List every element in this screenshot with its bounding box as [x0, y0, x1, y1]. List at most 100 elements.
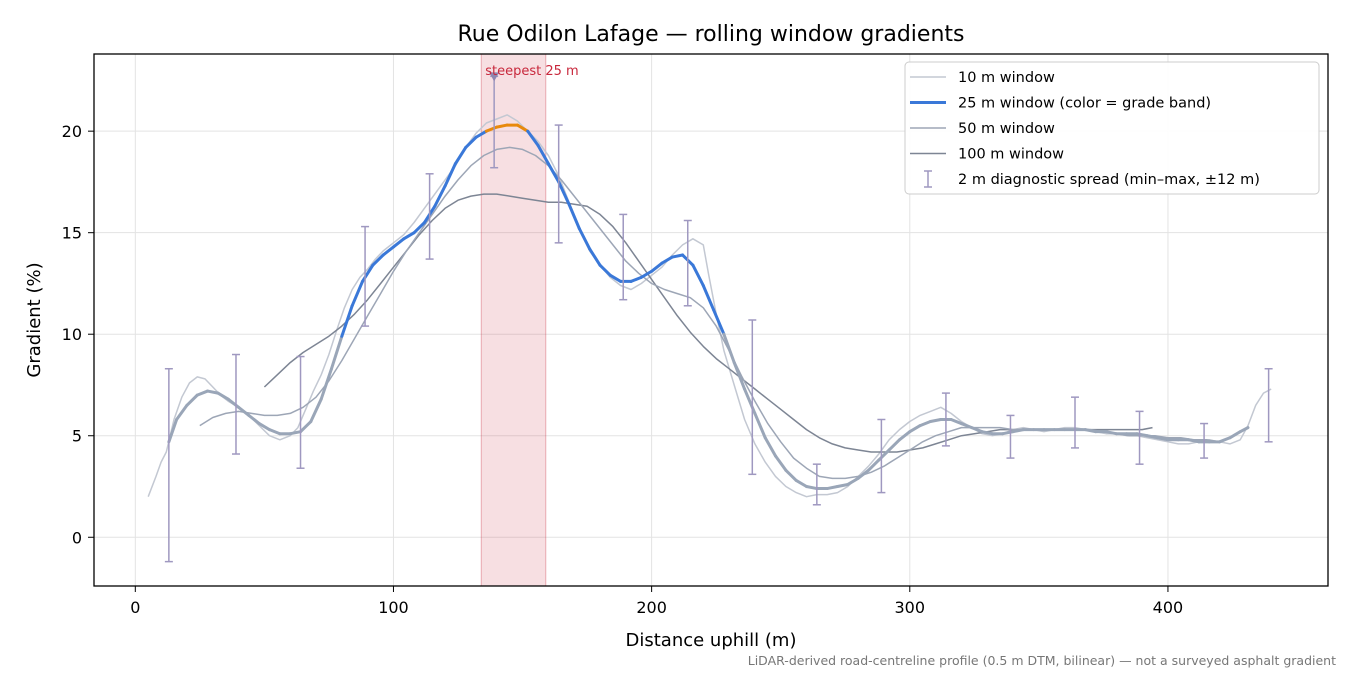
legend-label: 50 m window [958, 121, 1055, 137]
series-25m-segment [1001, 430, 1015, 436]
x-tick-label: 100 [378, 598, 409, 617]
series-25m-segment [381, 245, 395, 257]
series-25m-segment [784, 468, 798, 482]
y-tick-label: 15 [62, 224, 82, 243]
series-25m-segment [743, 387, 757, 415]
x-axis-label: Distance uphill (m) [626, 630, 797, 651]
series-25m-segment [701, 283, 716, 312]
legend-label: 100 m window [958, 147, 1064, 163]
series-25m-segment [877, 448, 891, 462]
series-25m-segment [433, 184, 447, 208]
series-25m-segment [464, 135, 478, 149]
series-25m-segment [1218, 436, 1232, 444]
steepest-label: steepest 25 m [485, 64, 578, 79]
series-25m-segment [185, 393, 199, 407]
series-25m-segment [774, 454, 788, 472]
series-25m-segment [670, 253, 685, 259]
series-25m-segment [577, 227, 592, 251]
series-25m-segment [908, 424, 922, 434]
series-25m-segment [360, 263, 375, 283]
series-25m-segment [453, 145, 468, 166]
series-25m-segment [1135, 432, 1149, 438]
y-tick-label: 5 [72, 427, 82, 446]
series-25m-segment [794, 478, 809, 489]
series-25m-segment [732, 361, 747, 391]
series-25m-segment [753, 411, 767, 440]
y-axis-label: Gradient (%) [24, 262, 45, 377]
series-25m-segment [257, 422, 272, 432]
x-tick-label: 400 [1153, 598, 1184, 617]
series-25m-segment [299, 420, 313, 434]
legend-box [904, 61, 1320, 195]
series-25m-segment [712, 308, 726, 336]
series-25m-segment [1011, 428, 1025, 434]
series-25m-segment [474, 129, 488, 139]
series-25m-segment [206, 389, 220, 395]
legend: 10 m window 25 m window (color = grade ba… [904, 61, 1320, 195]
series-25m-segment [391, 237, 406, 249]
series-25m-segment [495, 123, 509, 129]
series-25m-segment [340, 304, 354, 338]
series-25m-segment [825, 485, 839, 491]
series-25m-segment [237, 405, 251, 417]
series-25m-segment [835, 482, 850, 489]
series-25m-segment [660, 255, 674, 265]
series-25m-segment [268, 428, 282, 436]
steepest-band [480, 53, 547, 587]
series-25m-segment [1145, 434, 1160, 440]
series-25m-segment [691, 263, 705, 287]
axis-ticks: 0 100 200 300 400 0 5 10 15 20 [62, 122, 1184, 617]
series-25m-segment [846, 476, 860, 486]
series-25m-segment [650, 261, 664, 273]
y-tick-label: 0 [72, 528, 82, 547]
series-25m-segment [195, 389, 210, 397]
legend-label: 25 m window (color = grade band) [958, 96, 1211, 112]
series-25m-segment [402, 231, 416, 241]
legend-label: 10 m window [958, 70, 1055, 86]
series-25m-segment [959, 422, 974, 430]
plot-frame [93, 53, 1329, 587]
series-25m-segment [443, 162, 457, 188]
series-25m-segment [928, 417, 943, 424]
series-25m-segment [763, 436, 778, 458]
series-25m-segment [1083, 428, 1098, 434]
series-25m-segment [371, 253, 385, 267]
series-25m-segment [319, 367, 334, 401]
series-25m-segment [536, 143, 550, 166]
series-25m-segment [1104, 430, 1118, 436]
x-tick-label: 0 [130, 598, 140, 617]
footnote: LiDAR-derived road-centreline profile (0… [748, 653, 1336, 668]
y-tick-label: 10 [62, 325, 82, 344]
series-25m-segment [887, 438, 901, 452]
series-25m-segment [1187, 438, 1201, 444]
x-tick-label: 300 [895, 598, 926, 617]
series-25m-segment [598, 263, 612, 277]
steepest-marker [489, 72, 500, 82]
series-25m-segment [608, 273, 623, 283]
series-25m-segment [546, 162, 561, 184]
series-25m-segment [216, 391, 230, 401]
series-25m-segment [856, 468, 870, 480]
series-25m-segment [484, 125, 499, 133]
series-25m-segment [557, 180, 571, 206]
series-25m-segment [330, 334, 344, 371]
y-tick-label: 20 [62, 122, 82, 141]
series-25m-segment [805, 485, 819, 491]
series-25m-segment [526, 129, 540, 147]
series-25m-segment [288, 430, 303, 436]
series-25m-segment [866, 458, 881, 472]
series-25m-segment [567, 202, 581, 231]
series-25m-segment [247, 413, 261, 426]
series-25m-segment [722, 332, 736, 365]
series-25m-segment [309, 397, 323, 424]
x-tick-label: 200 [636, 598, 667, 617]
series-25m-segment [515, 123, 530, 133]
legend-label: 2 m diagnostic spread (min–max, ±12 m) [958, 172, 1260, 188]
series-25m-segment [897, 430, 912, 442]
series-25m-segment [970, 426, 984, 434]
series-25m-segment [629, 275, 643, 283]
series-25m-segment [639, 269, 654, 279]
series-25m-segment [412, 221, 426, 235]
series-25m-segment [918, 420, 932, 428]
